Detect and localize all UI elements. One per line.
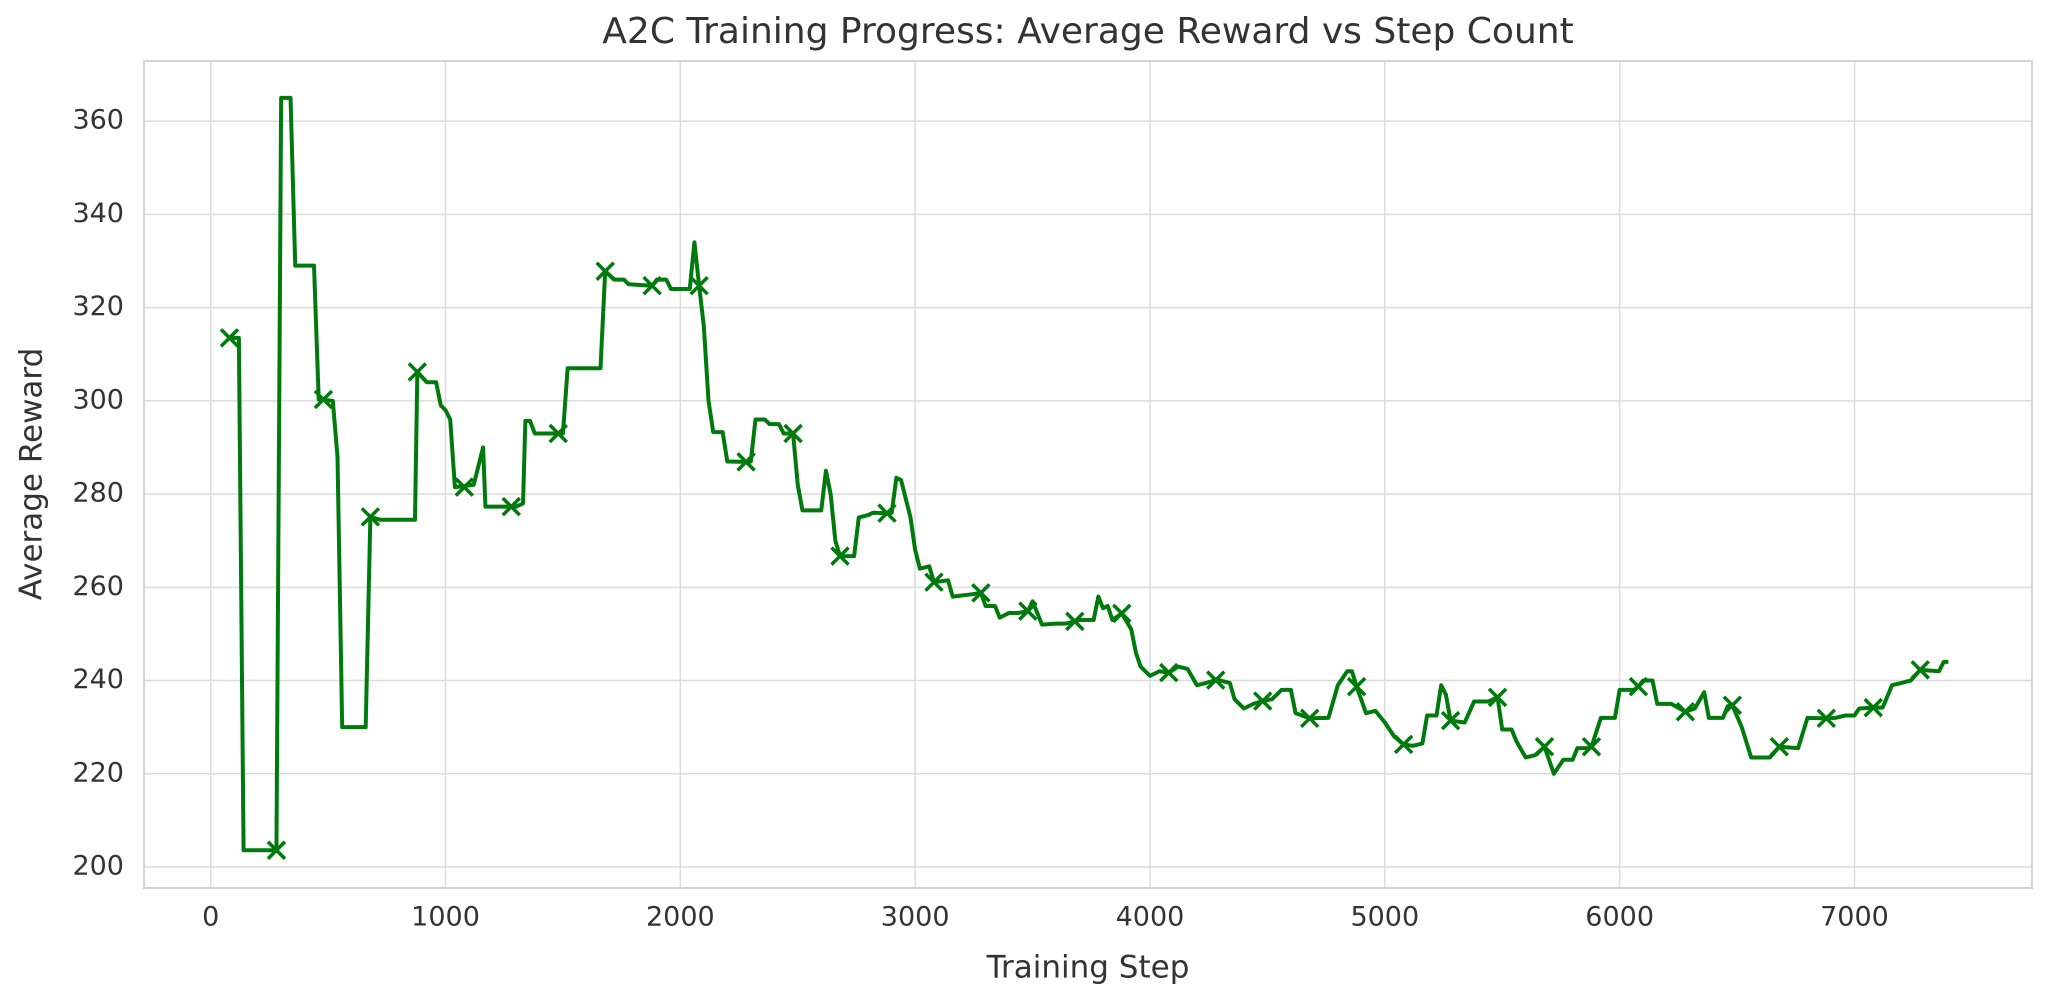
marker bbox=[1487, 687, 1508, 708]
marker bbox=[595, 261, 615, 281]
marker bbox=[501, 496, 522, 517]
chart-title: A2C Training Progress: Average Reward vs… bbox=[602, 11, 1573, 52]
marker bbox=[313, 389, 334, 410]
marker bbox=[1018, 601, 1038, 621]
x-tick-label: 2000 bbox=[646, 902, 715, 933]
marker bbox=[1112, 603, 1132, 624]
marker bbox=[642, 275, 662, 296]
marker bbox=[1816, 708, 1837, 729]
marker bbox=[1299, 708, 1320, 729]
marker bbox=[1393, 734, 1414, 755]
plot-area bbox=[219, 95, 1949, 860]
y-tick-label: 200 bbox=[72, 851, 124, 882]
marker bbox=[1346, 676, 1367, 697]
marker bbox=[1440, 710, 1461, 731]
marker bbox=[1252, 691, 1273, 711]
x-tick-label: 0 bbox=[202, 902, 219, 933]
marker bbox=[971, 583, 991, 603]
marker bbox=[454, 477, 475, 497]
x-tick-label: 4000 bbox=[1116, 902, 1185, 933]
x-tick-label: 5000 bbox=[1350, 902, 1419, 933]
y-tick-label: 320 bbox=[72, 291, 124, 322]
marker bbox=[1159, 662, 1179, 683]
marker bbox=[1863, 697, 1883, 718]
x-axis-label: Training Step bbox=[986, 950, 1190, 986]
marker bbox=[924, 572, 944, 592]
x-tick-label: 3000 bbox=[881, 902, 950, 933]
grid bbox=[144, 61, 2032, 888]
marker bbox=[407, 362, 428, 382]
marker bbox=[1206, 670, 1226, 690]
x-tick-label: 6000 bbox=[1585, 902, 1654, 933]
marker bbox=[1675, 702, 1696, 722]
y-tick-label: 280 bbox=[72, 478, 124, 509]
marker bbox=[1769, 737, 1790, 757]
y-axis-label: Average Reward bbox=[14, 348, 50, 601]
marker bbox=[548, 423, 568, 444]
marker bbox=[689, 275, 709, 296]
marker bbox=[219, 328, 240, 348]
y-tick-label: 260 bbox=[72, 571, 124, 602]
marker bbox=[830, 546, 850, 566]
y-tick-label: 360 bbox=[72, 105, 124, 136]
marker bbox=[736, 452, 756, 472]
marker bbox=[1065, 611, 1085, 632]
marker bbox=[360, 507, 381, 527]
x-tick-label: 1000 bbox=[411, 902, 480, 933]
marker bbox=[1628, 676, 1649, 697]
y-tick-label: 220 bbox=[72, 757, 124, 788]
marker bbox=[783, 423, 803, 444]
marker bbox=[266, 840, 287, 860]
y-tick-label: 300 bbox=[72, 384, 124, 415]
marker bbox=[1581, 737, 1602, 757]
marker bbox=[1534, 737, 1555, 757]
y-tick-label: 340 bbox=[72, 198, 124, 229]
marker bbox=[1722, 695, 1743, 715]
marker bbox=[1910, 660, 1930, 680]
y-tick-label: 240 bbox=[72, 664, 124, 695]
marker bbox=[877, 503, 897, 523]
x-tick-label: 7000 bbox=[1820, 902, 1889, 933]
plot-frame bbox=[143, 60, 2033, 889]
